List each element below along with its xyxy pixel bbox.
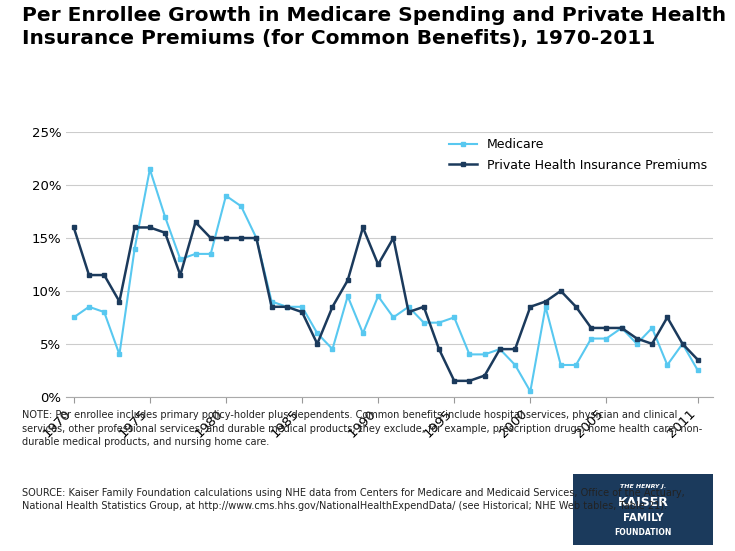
Private Health Insurance Premiums xyxy=(480,372,489,379)
Medicare xyxy=(389,314,398,321)
Medicare xyxy=(465,351,474,358)
Private Health Insurance Premiums xyxy=(648,341,656,347)
Text: Per Enrollee Growth in Medicare Spending and Private Health
Insurance Premiums (: Per Enrollee Growth in Medicare Spending… xyxy=(22,6,726,48)
Medicare xyxy=(663,361,672,368)
Medicare xyxy=(511,361,520,368)
Text: KAISER: KAISER xyxy=(617,496,669,509)
Private Health Insurance Premiums xyxy=(100,272,109,278)
Medicare xyxy=(648,325,656,331)
Medicare xyxy=(480,351,489,358)
Medicare xyxy=(328,346,337,353)
Private Health Insurance Premiums xyxy=(298,309,306,315)
Text: FOUNDATION: FOUNDATION xyxy=(614,528,672,537)
Medicare xyxy=(282,304,291,310)
Medicare xyxy=(693,367,702,374)
Medicare xyxy=(434,320,443,326)
Medicare xyxy=(252,235,261,241)
Medicare xyxy=(146,166,154,172)
Medicare xyxy=(221,192,230,199)
Medicare xyxy=(450,314,459,321)
Medicare xyxy=(373,293,382,300)
Medicare xyxy=(420,320,429,326)
Medicare xyxy=(602,335,611,342)
Private Health Insurance Premiums xyxy=(678,341,687,347)
Private Health Insurance Premiums xyxy=(359,224,368,231)
Private Health Insurance Premiums xyxy=(602,325,611,331)
Medicare xyxy=(617,325,626,331)
Line: Medicare: Medicare xyxy=(71,167,700,394)
Medicare xyxy=(678,341,687,347)
Private Health Insurance Premiums xyxy=(373,261,382,268)
Private Health Insurance Premiums xyxy=(343,277,352,284)
Private Health Insurance Premiums xyxy=(663,314,672,321)
Medicare xyxy=(359,330,368,337)
Private Health Insurance Premiums xyxy=(389,235,398,241)
Text: FAMILY: FAMILY xyxy=(623,514,664,523)
Private Health Insurance Premiums xyxy=(85,272,93,278)
Private Health Insurance Premiums xyxy=(587,325,595,331)
Medicare xyxy=(176,256,184,262)
Legend: Medicare, Private Health Insurance Premiums: Medicare, Private Health Insurance Premi… xyxy=(449,138,706,172)
Medicare xyxy=(526,388,535,395)
Text: THE HENRY J.: THE HENRY J. xyxy=(620,484,666,489)
Private Health Insurance Premiums xyxy=(404,309,413,315)
Private Health Insurance Premiums xyxy=(130,224,139,231)
Private Health Insurance Premiums xyxy=(115,298,123,305)
Medicare xyxy=(343,293,352,300)
Private Health Insurance Premiums xyxy=(495,346,504,353)
Medicare xyxy=(404,304,413,310)
Medicare xyxy=(69,314,78,321)
Private Health Insurance Premiums xyxy=(511,346,520,353)
Medicare xyxy=(541,304,550,310)
Medicare xyxy=(298,304,306,310)
Private Health Insurance Premiums xyxy=(526,304,535,310)
Medicare xyxy=(85,304,93,310)
Medicare xyxy=(556,361,565,368)
Private Health Insurance Premiums xyxy=(221,235,230,241)
Medicare xyxy=(237,203,245,209)
Private Health Insurance Premiums xyxy=(328,304,337,310)
Text: NOTE: Per enrollee includes primary policy-holder plus dependents. Common benefi: NOTE: Per enrollee includes primary poli… xyxy=(22,410,703,447)
Private Health Insurance Premiums xyxy=(465,377,474,384)
Private Health Insurance Premiums xyxy=(268,304,276,310)
Medicare xyxy=(495,346,504,353)
Private Health Insurance Premiums xyxy=(252,235,261,241)
Medicare xyxy=(115,351,123,358)
Medicare xyxy=(313,330,322,337)
Medicare xyxy=(587,335,595,342)
Medicare xyxy=(191,251,200,257)
Private Health Insurance Premiums xyxy=(313,341,322,347)
Private Health Insurance Premiums xyxy=(282,304,291,310)
Private Health Insurance Premiums xyxy=(541,298,550,305)
Private Health Insurance Premiums xyxy=(420,304,429,310)
Private Health Insurance Premiums xyxy=(191,219,200,225)
Private Health Insurance Premiums xyxy=(617,325,626,331)
Medicare xyxy=(130,245,139,252)
Medicare xyxy=(207,251,215,257)
Medicare xyxy=(572,361,581,368)
Private Health Insurance Premiums xyxy=(693,356,702,363)
Line: Private Health Insurance Premiums: Private Health Insurance Premiums xyxy=(71,220,700,383)
Private Health Insurance Premiums xyxy=(572,304,581,310)
Private Health Insurance Premiums xyxy=(237,235,245,241)
Medicare xyxy=(268,298,276,305)
Private Health Insurance Premiums xyxy=(176,272,184,278)
Medicare xyxy=(632,341,641,347)
Private Health Insurance Premiums xyxy=(450,377,459,384)
Private Health Insurance Premiums xyxy=(556,288,565,294)
Private Health Insurance Premiums xyxy=(161,229,170,236)
Private Health Insurance Premiums xyxy=(632,335,641,342)
Private Health Insurance Premiums xyxy=(69,224,78,231)
Private Health Insurance Premiums xyxy=(146,224,154,231)
Text: SOURCE: Kaiser Family Foundation calculations using NHE data from Centers for Me: SOURCE: Kaiser Family Foundation calcula… xyxy=(22,488,685,511)
Medicare xyxy=(100,309,109,315)
Private Health Insurance Premiums xyxy=(434,346,443,353)
Medicare xyxy=(161,214,170,220)
Private Health Insurance Premiums xyxy=(207,235,215,241)
